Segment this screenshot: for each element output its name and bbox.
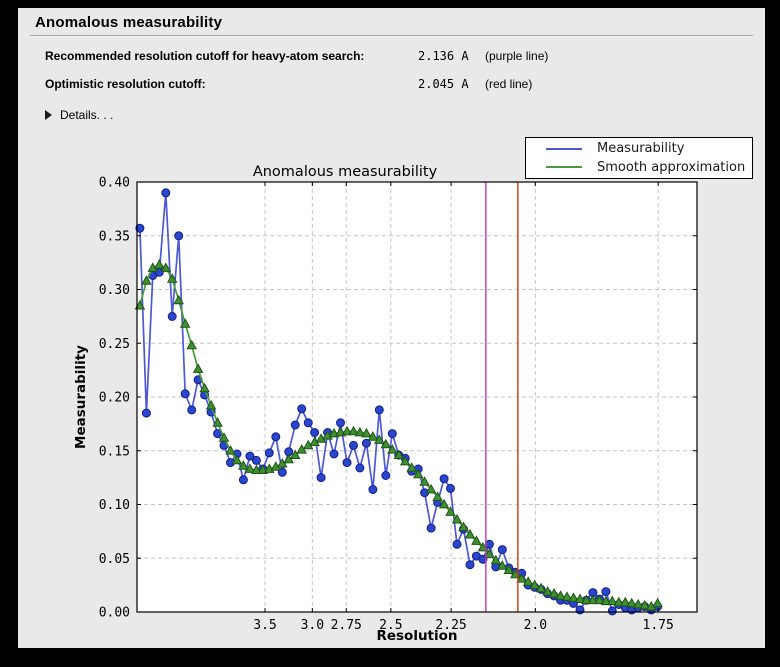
disclosure-triangle-icon <box>45 110 52 120</box>
panel-title: Anomalous measurability <box>35 14 223 31</box>
x-tick-label: 2.5 <box>379 618 402 633</box>
details-disclosure[interactable]: Details. . . <box>45 108 113 122</box>
optimistic-cutoff-label: Optimistic resolution cutoff: <box>45 77 206 91</box>
gridlines <box>137 182 697 612</box>
chart-title: Anomalous measurability <box>253 164 438 180</box>
legend-label: Smooth approximation <box>597 159 746 175</box>
y-tick-label: 0.10 <box>99 498 130 513</box>
recommended-cutoff-note: (purple line) <box>485 49 549 63</box>
optimistic-cutoff-value: 2.045 A <box>418 77 469 91</box>
y-tick-label: 0.25 <box>99 337 130 352</box>
optimistic-cutoff-row: Optimistic resolution cutoff: 2.045 A (r… <box>18 77 765 93</box>
recommended-cutoff-value: 2.136 A <box>418 49 469 63</box>
x-tick-label: 1.75 <box>643 618 674 633</box>
measurability-chart: Anomalous measurability Resolution Measu… <box>73 164 698 644</box>
y-tick-label: 0.20 <box>99 391 130 406</box>
x-tick-label: 3.0 <box>301 618 324 633</box>
x-tick-label: 2.75 <box>331 618 362 633</box>
optimistic-cutoff-note: (red line) <box>485 77 533 91</box>
anomalous-measurability-panel: Anomalous measurability Recommended reso… <box>18 8 765 648</box>
legend-entry-smooth-approximation: Smooth approximation <box>526 160 752 175</box>
legend-label: Measurability <box>597 141 685 157</box>
x-tick-label: 3.5 <box>253 618 276 633</box>
x-tick-label: 2.0 <box>524 618 547 633</box>
y-tick-label: 0.15 <box>99 444 130 459</box>
y-tick-label: 0.05 <box>99 552 130 567</box>
x-axis-label: Resolution <box>376 628 457 644</box>
y-tick-label: 0.40 <box>99 176 130 191</box>
title-divider <box>30 35 753 37</box>
y-tick-label: 0.00 <box>99 606 130 621</box>
x-tick-label: 2.25 <box>435 618 466 633</box>
y-tick-label: 0.30 <box>99 283 130 298</box>
legend-line-swatch <box>546 166 582 169</box>
recommended-cutoff-row: Recommended resolution cutoff for heavy-… <box>18 49 765 65</box>
chart-legend: Measurability Smooth approximation <box>525 137 753 179</box>
legend-entry-measurability: Measurability <box>526 141 752 156</box>
tick-marks <box>137 181 697 613</box>
tick-labels: 3.5 3.0 2.75 2.5 2.25 2.0 1.75 0.00 0.05 0.10 0.15… <box>99 176 674 634</box>
legend-line-swatch <box>546 147 582 150</box>
y-tick-label: 0.35 <box>99 229 130 244</box>
y-axis-label: Measurability <box>73 345 89 449</box>
details-label: Details. . . <box>60 108 114 122</box>
recommended-cutoff-label: Recommended resolution cutoff for heavy-… <box>45 49 365 63</box>
series-smooth-approximation <box>134 259 663 611</box>
